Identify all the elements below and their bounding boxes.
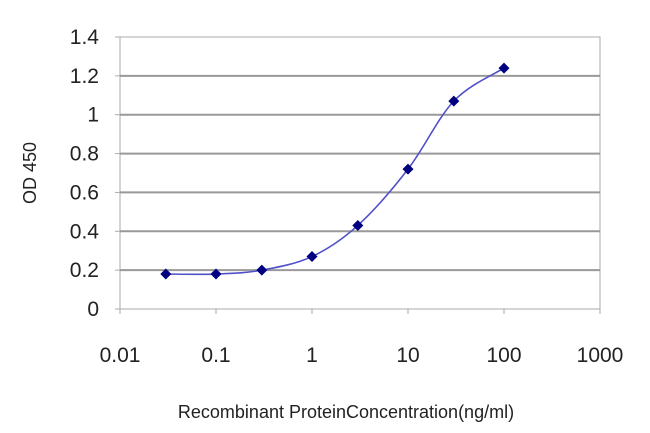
- x-axis-ticks: 0.01 0.1 1 10 100 1000: [100, 309, 624, 367]
- data-point: [352, 219, 364, 231]
- y-tick-label: 0.2: [70, 259, 99, 282]
- data-point: [306, 251, 318, 263]
- series-line: [165, 67, 505, 276]
- y-tick-label: 0.4: [70, 220, 100, 243]
- y-tick-label: 0: [87, 298, 99, 321]
- x-tick-label: 1000: [577, 344, 624, 367]
- x-tick-label: 1: [306, 344, 318, 367]
- data-series: [160, 62, 510, 280]
- y-tick-label: 1.4: [70, 26, 100, 49]
- x-tick-label: 0.1: [201, 344, 230, 367]
- data-point: [402, 163, 414, 175]
- x-tick-label: 100: [486, 344, 521, 367]
- y-tick-label: 0.6: [70, 181, 99, 204]
- data-point: [210, 268, 222, 280]
- data-point: [160, 268, 172, 280]
- y-tick-label: 1: [87, 104, 99, 127]
- y-tick-label: 0.8: [70, 143, 99, 166]
- x-tick-label: 0.01: [100, 344, 141, 367]
- data-point: [448, 95, 460, 107]
- x-axis-label: Recombinant ProteinConcentration(ng/ml): [178, 402, 514, 422]
- plot-frame: [119, 36, 601, 310]
- data-point: [498, 62, 510, 74]
- x-tick-label: 10: [396, 344, 419, 367]
- data-point: [256, 264, 268, 276]
- y-axis-ticks: 0 0.2 0.4 0.6 0.8 1 1.2 1.4: [70, 26, 120, 321]
- grid-lines: [120, 74, 600, 272]
- y-axis-label: OD 450: [20, 142, 40, 204]
- y-tick-label: 1.2: [70, 65, 99, 88]
